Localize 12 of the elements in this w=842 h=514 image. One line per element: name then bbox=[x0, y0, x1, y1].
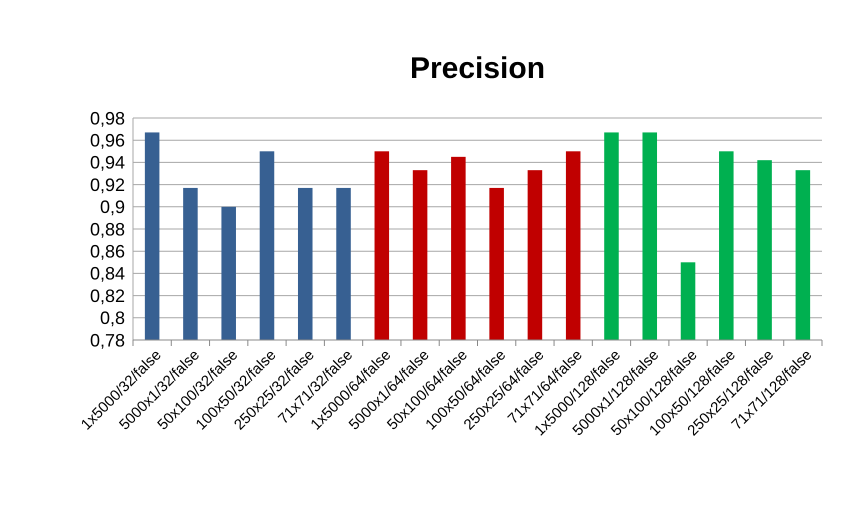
y-tick-label: 0,8 bbox=[100, 308, 125, 328]
y-tick-label: 0,94 bbox=[90, 152, 125, 173]
y-tick-label: 0,78 bbox=[90, 330, 125, 350]
y-tick-label: 0,92 bbox=[90, 174, 125, 195]
y-tick-label: 0,96 bbox=[90, 130, 125, 150]
y-tick-label: 0,84 bbox=[90, 264, 125, 284]
y-tick-label: 0,88 bbox=[90, 219, 125, 240]
chart-title: Precision bbox=[410, 52, 546, 85]
y-tick-label: 0,98 bbox=[90, 108, 125, 128]
y-tick-label: 0,9 bbox=[100, 197, 125, 218]
y-tick-label: 0,86 bbox=[90, 242, 125, 262]
y-tick-label: 0,82 bbox=[90, 286, 125, 306]
